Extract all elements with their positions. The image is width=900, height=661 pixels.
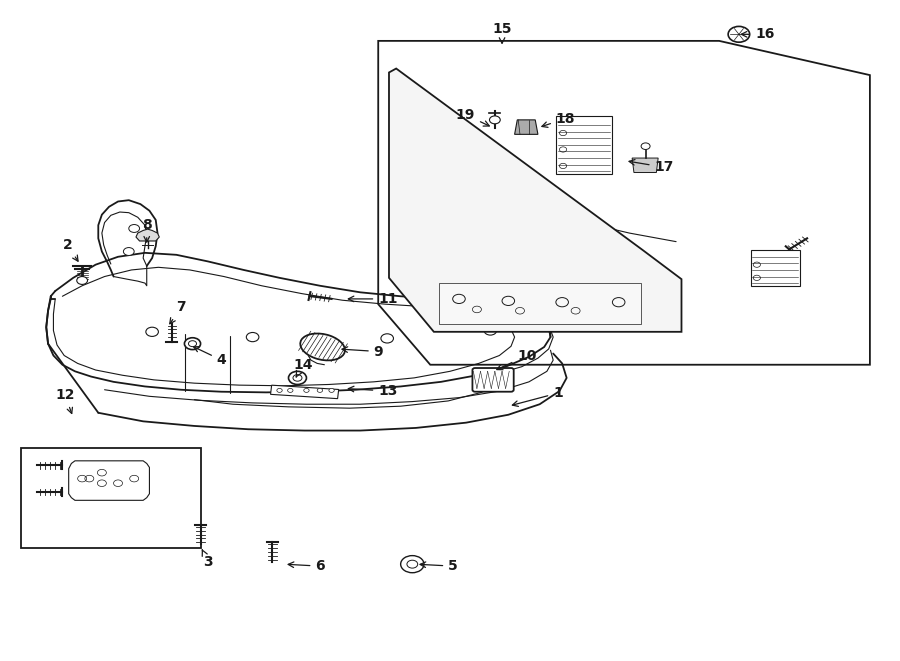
Circle shape bbox=[304, 389, 309, 393]
Bar bbox=[271, 385, 338, 399]
Circle shape bbox=[381, 334, 393, 343]
Circle shape bbox=[328, 389, 334, 393]
Text: 17: 17 bbox=[629, 159, 674, 175]
Polygon shape bbox=[389, 69, 681, 332]
Text: 1: 1 bbox=[512, 386, 562, 407]
Text: 18: 18 bbox=[542, 112, 575, 128]
Circle shape bbox=[728, 26, 750, 42]
Circle shape bbox=[247, 332, 259, 342]
Circle shape bbox=[146, 327, 158, 336]
Text: 11: 11 bbox=[348, 292, 398, 306]
Text: 10: 10 bbox=[497, 348, 536, 369]
Polygon shape bbox=[515, 120, 538, 134]
Text: 7: 7 bbox=[170, 301, 186, 324]
Text: 8: 8 bbox=[142, 218, 151, 242]
Circle shape bbox=[277, 389, 283, 393]
Ellipse shape bbox=[301, 334, 345, 360]
Text: 14: 14 bbox=[293, 358, 312, 377]
Text: 19: 19 bbox=[455, 108, 490, 126]
Circle shape bbox=[123, 248, 134, 255]
Circle shape bbox=[407, 561, 418, 568]
Circle shape bbox=[293, 375, 302, 381]
Text: 15: 15 bbox=[492, 22, 512, 43]
Circle shape bbox=[317, 389, 322, 393]
Circle shape bbox=[490, 116, 500, 124]
Polygon shape bbox=[632, 158, 658, 173]
Text: 3: 3 bbox=[202, 550, 213, 569]
Circle shape bbox=[288, 389, 293, 393]
Text: 16: 16 bbox=[742, 27, 774, 41]
Text: 9: 9 bbox=[342, 344, 383, 358]
Circle shape bbox=[641, 143, 650, 149]
Bar bbox=[556, 116, 611, 174]
Bar bbox=[439, 283, 641, 324]
Circle shape bbox=[400, 556, 424, 572]
Bar bbox=[751, 250, 800, 286]
Bar bbox=[21, 447, 201, 548]
FancyBboxPatch shape bbox=[472, 368, 514, 392]
Text: 6: 6 bbox=[288, 559, 325, 573]
Text: 2: 2 bbox=[62, 238, 78, 261]
Circle shape bbox=[484, 326, 497, 335]
Circle shape bbox=[184, 338, 201, 350]
Text: 12: 12 bbox=[55, 388, 75, 414]
Text: 4: 4 bbox=[194, 346, 227, 367]
Text: 5: 5 bbox=[420, 559, 458, 573]
Circle shape bbox=[129, 225, 140, 233]
Circle shape bbox=[289, 371, 306, 385]
Circle shape bbox=[188, 340, 196, 346]
Polygon shape bbox=[136, 229, 159, 241]
Circle shape bbox=[76, 276, 87, 284]
Text: 13: 13 bbox=[348, 384, 398, 398]
